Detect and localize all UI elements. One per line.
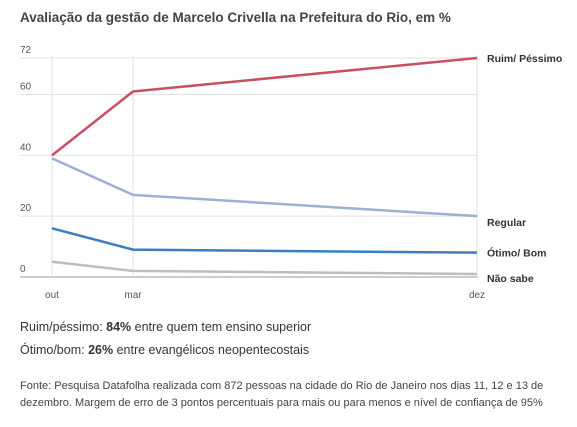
note-ruim-value: 84%	[106, 320, 132, 334]
y-tick-40: 40	[20, 142, 32, 153]
series-line-1	[51, 157, 478, 218]
x-axis-ticks: out mar dez	[45, 290, 485, 301]
x-tick-out: out	[45, 290, 59, 301]
series-line-3	[51, 260, 478, 276]
series-label-0: Ruim/ Péssimo	[487, 53, 562, 65]
note-otimo-prefix: Ótimo/bom:	[20, 343, 89, 357]
series-labels: Ruim/ Péssimo Regular Ótimo/ Bom Não sabe	[487, 53, 562, 285]
y-axis-ticks: 72 60 40 20 0	[20, 45, 32, 275]
note-ruim-prefix: Ruim/péssimo:	[20, 320, 107, 334]
series-label-3: Não sabe	[487, 273, 534, 285]
note-otimo-value: 26%	[88, 343, 114, 357]
y-tick-20: 20	[20, 203, 32, 214]
chart-title: Avaliação da gestão de Marcelo Crivella …	[20, 10, 451, 25]
note-otimo-suffix: entre evangélicos neopentecostais	[113, 343, 310, 357]
x-tick-dez: dez	[469, 290, 485, 301]
y-tick-60: 60	[20, 82, 32, 93]
series-line-0	[51, 56, 478, 157]
note-otimo: Ótimo/bom: 26% entre evangélicos neopent…	[20, 343, 309, 357]
series-line-2	[51, 227, 478, 254]
line-chart: 72 60 40 20 0 out mar dez Ruim/ Péssimo Regular…	[20, 45, 562, 301]
y-tick-72: 72	[20, 45, 32, 56]
note-ruim: Ruim/péssimo: 84% entre quem tem ensino …	[20, 320, 311, 334]
series-label-2: Ótimo/ Bom	[487, 247, 547, 260]
y-tick-0: 0	[20, 264, 26, 275]
series-lines	[51, 56, 478, 276]
x-tick-mar: mar	[124, 290, 142, 301]
series-label-1: Regular	[487, 217, 526, 229]
note-ruim-suffix: entre quem tem ensino superior	[131, 320, 312, 334]
source-note: Fonte: Pesquisa Datafolha realizada com …	[20, 380, 544, 409]
grid-lines	[20, 56, 478, 278]
